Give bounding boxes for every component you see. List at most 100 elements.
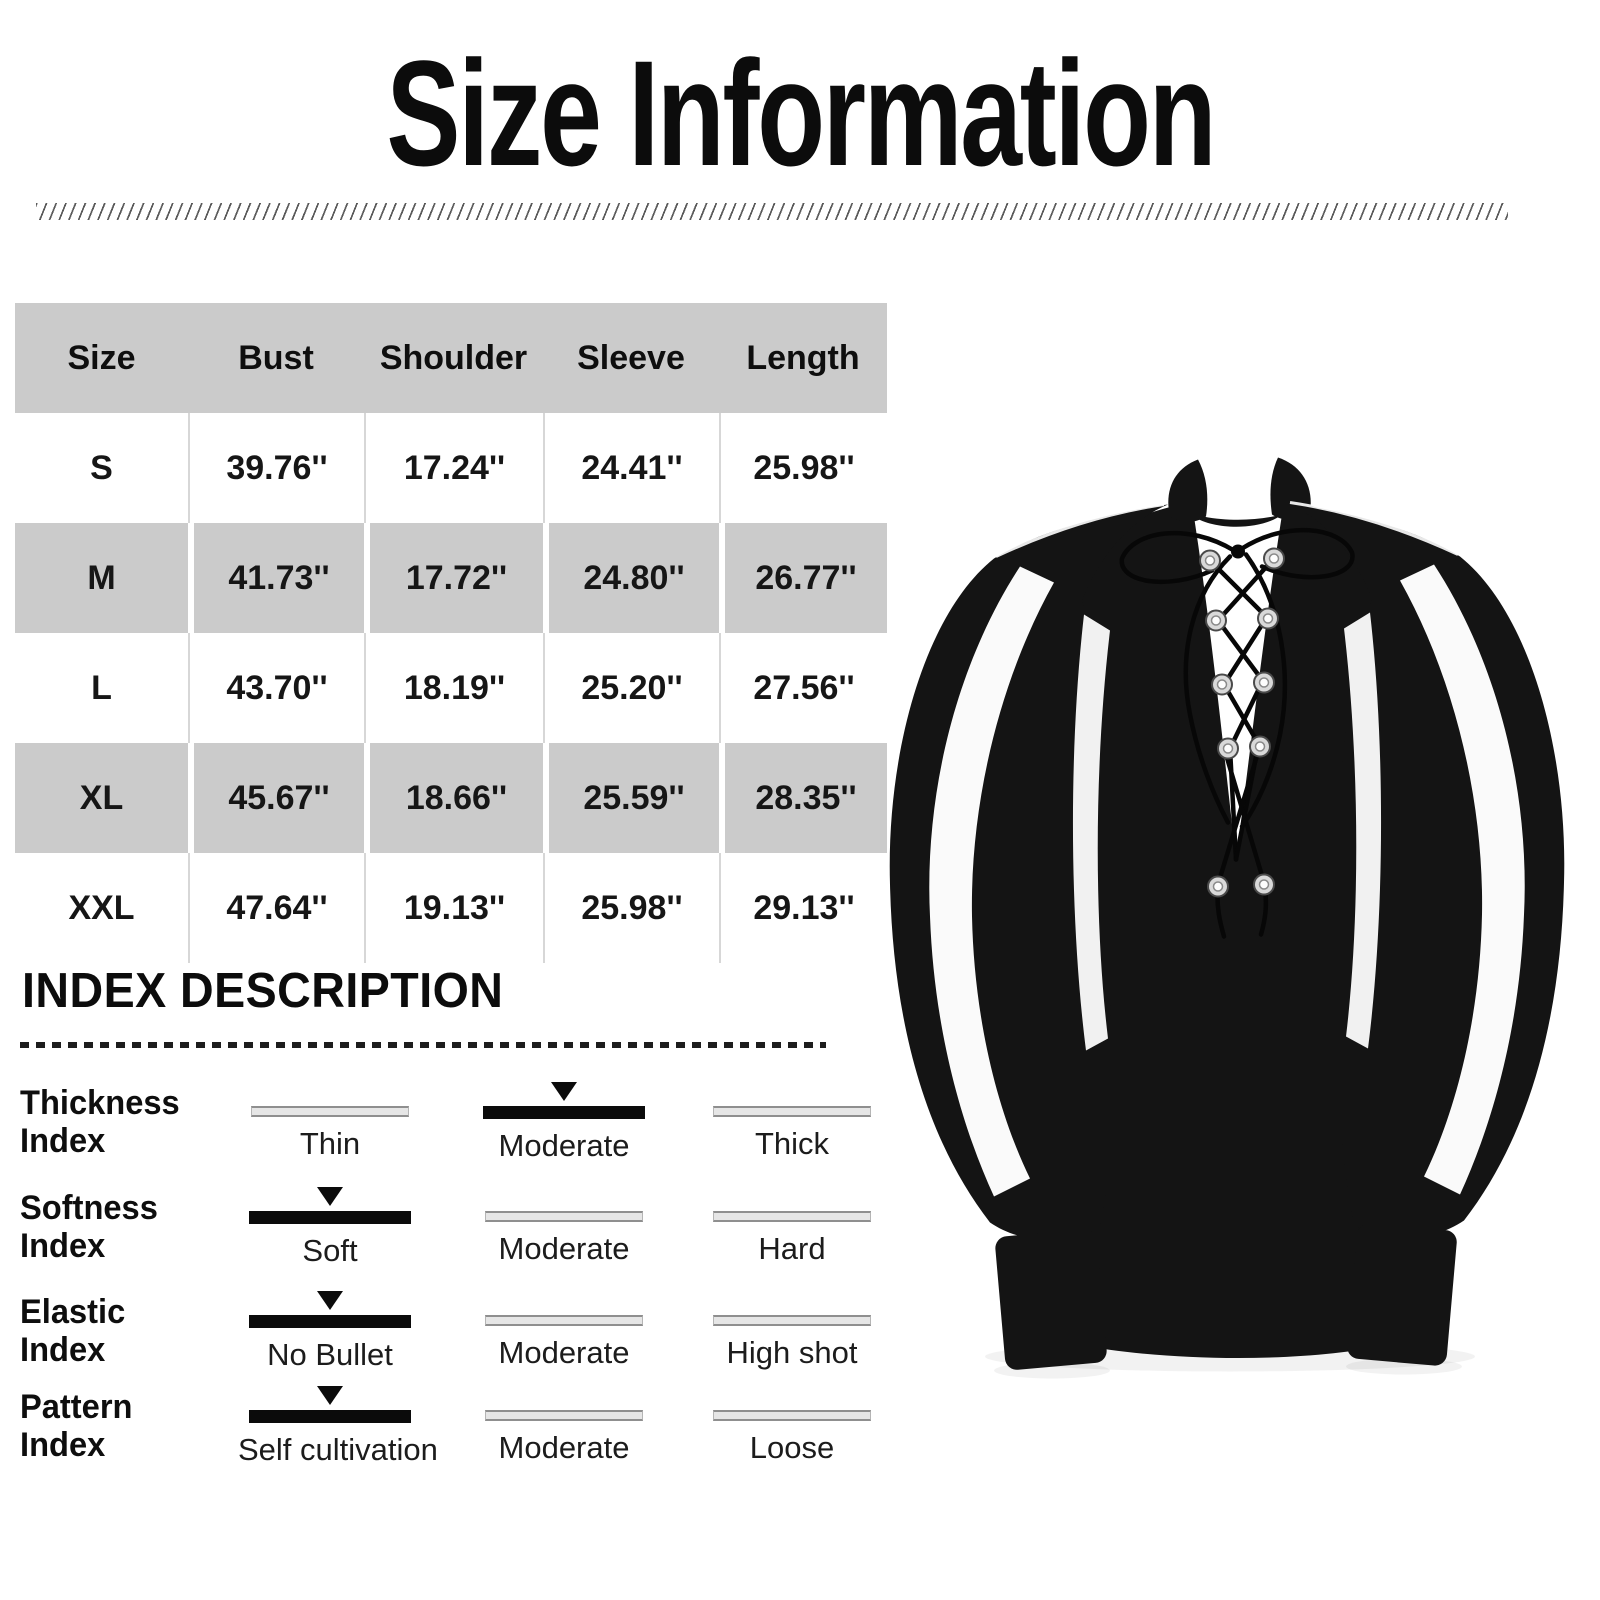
option-bar: [485, 1410, 643, 1421]
option-label: Moderate: [498, 1430, 630, 1465]
option-label: Thick: [754, 1126, 830, 1161]
cell-sleeve: 24.41'': [543, 413, 719, 523]
selected-marker-triangle-icon: [317, 1187, 343, 1206]
cell-size: M: [87, 558, 116, 597]
page-title-wrap: Size Information: [0, 38, 1600, 188]
table-header-shoulder: Shoulder: [379, 338, 528, 377]
index-option: Soft: [238, 1185, 422, 1269]
cell-bust: 39.76'': [188, 413, 364, 523]
option-bar: [713, 1106, 871, 1117]
table-header-row: Size Bust Shoulder Sleeve Length: [15, 303, 887, 413]
table-row-l: L 43.70'' 18.19'' 25.20'' 27.56'': [15, 633, 887, 743]
marker-slot: [700, 1185, 884, 1211]
cell-length: 25.98'': [719, 413, 887, 523]
cell-sleeve: 25.59'': [543, 743, 719, 853]
index-label-line1: Softness: [20, 1189, 158, 1227]
index-option: Moderate: [472, 1384, 656, 1466]
table-header-bust: Bust: [238, 338, 314, 377]
cell-shoulder: 19.13'': [364, 853, 543, 963]
marker-slot: [700, 1384, 884, 1410]
selected-marker-triangle-icon: [317, 1386, 343, 1405]
marker-slot: [238, 1185, 422, 1211]
option-bar: [485, 1315, 643, 1326]
option-label: Hard: [758, 1231, 826, 1266]
hatched-divider: [36, 203, 1508, 220]
table-row-s: S 39.76'' 17.24'' 24.41'' 25.98'': [15, 413, 887, 523]
index-description-heading: INDEX DESCRIPTION: [22, 964, 504, 1018]
index-option: Moderate: [472, 1185, 656, 1267]
option-bar: [485, 1211, 643, 1222]
cell-bust: 45.67'': [188, 743, 364, 853]
cell-sleeve: 25.98'': [543, 853, 719, 963]
marker-slot: [238, 1384, 422, 1410]
shirt-laces: [1119, 527, 1355, 939]
marker-slot: [700, 1080, 884, 1106]
table-header-sleeve: Sleeve: [577, 338, 685, 377]
marker-slot: [472, 1080, 656, 1106]
option-label: Moderate: [498, 1128, 630, 1163]
marker-slot: [700, 1289, 884, 1315]
shirt-grommets: [1199, 547, 1285, 898]
cell-size: XXL: [68, 888, 135, 927]
option-bar: [249, 1410, 411, 1423]
page-title: Size Information: [386, 29, 1216, 197]
index-option: High shot: [700, 1289, 884, 1371]
cell-bust: 47.64'': [188, 853, 364, 963]
cell-size: XL: [79, 778, 124, 817]
table-header-size: Size: [67, 338, 136, 377]
index-row-pattern: Pattern Index Self cultivation Moderate …: [20, 1384, 900, 1492]
cell-shoulder: 17.24'': [364, 413, 543, 523]
index-label-line2: Index: [20, 1426, 106, 1465]
selected-marker-triangle-icon: [317, 1291, 343, 1310]
marker-slot: [472, 1289, 656, 1315]
option-label: Loose: [749, 1430, 835, 1465]
index-option: Loose: [700, 1384, 884, 1466]
cell-shoulder: 18.66'': [364, 743, 543, 853]
cell-size: S: [90, 448, 113, 487]
option-label: Moderate: [498, 1335, 630, 1370]
product-image: [889, 457, 1565, 1379]
cell-size: L: [91, 668, 112, 707]
cell-sleeve: 24.80'': [543, 523, 719, 633]
index-label-line2: Index: [20, 1122, 106, 1161]
marker-slot: [238, 1289, 422, 1315]
index-row-label: Elastic Index: [20, 1293, 125, 1369]
marker-slot: [472, 1384, 656, 1410]
index-option: No Bullet: [238, 1289, 422, 1373]
option-label: No Bullet: [267, 1337, 393, 1372]
index-option: Moderate: [472, 1080, 656, 1164]
dashed-divider: [20, 1042, 826, 1048]
option-bar: [713, 1211, 871, 1222]
index-label-line2: Index: [20, 1331, 106, 1370]
index-row-thickness: Thickness Index Thin Moderate Thick: [20, 1080, 900, 1188]
marker-slot: [472, 1185, 656, 1211]
shirt-right-cuff: [1347, 1223, 1457, 1366]
option-label: Thin: [299, 1126, 361, 1161]
index-row-label: Thickness Index: [20, 1084, 180, 1160]
table-row-xl: XL 45.67'' 18.66'' 25.59'' 28.35'': [15, 743, 887, 853]
option-label: Moderate: [498, 1231, 630, 1266]
size-table: Size Bust Shoulder Sleeve Length S 39.76…: [15, 303, 887, 963]
shirt-left-cuff: [995, 1229, 1107, 1370]
marker-slot: [238, 1080, 422, 1106]
shirt-body: [1015, 504, 1447, 1358]
index-label-line2: Index: [20, 1227, 106, 1266]
index-option: Self cultivation: [238, 1384, 438, 1468]
cell-bust: 43.70'': [188, 633, 364, 743]
index-label-line1: Elastic: [20, 1293, 126, 1331]
option-bar: [249, 1315, 411, 1328]
index-option: Thick: [700, 1080, 884, 1162]
cell-length: 29.13'': [719, 853, 887, 963]
index-row-label: Pattern Index: [20, 1388, 132, 1464]
option-label: Self cultivation: [238, 1432, 438, 1467]
table-row-m: M 41.73'' 17.72'' 24.80'' 26.77'': [15, 523, 887, 633]
index-row-label: Softness Index: [20, 1189, 158, 1265]
table-row-xxl: XXL 47.64'' 19.13'' 25.98'' 29.13'': [15, 853, 887, 963]
cell-sleeve: 25.20'': [543, 633, 719, 743]
index-option: Moderate: [472, 1289, 656, 1371]
option-bar: [483, 1106, 645, 1119]
index-label-line1: Thickness: [20, 1084, 180, 1122]
option-bar: [249, 1211, 411, 1224]
index-option: Thin: [238, 1080, 422, 1162]
